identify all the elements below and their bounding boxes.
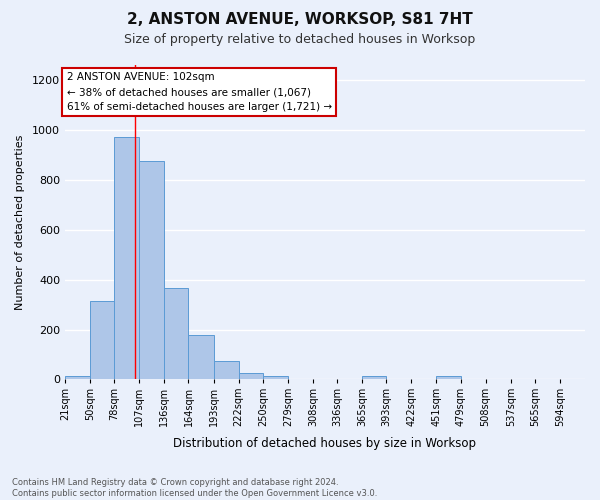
X-axis label: Distribution of detached houses by size in Worksop: Distribution of detached houses by size …	[173, 437, 476, 450]
Y-axis label: Number of detached properties: Number of detached properties	[15, 134, 25, 310]
Bar	[90, 301, 114, 380]
Bar	[214, 360, 239, 380]
Text: 2, ANSTON AVENUE, WORKSOP, S81 7HT: 2, ANSTON AVENUE, WORKSOP, S81 7HT	[127, 12, 473, 28]
Text: 2 ANSTON AVENUE: 102sqm
← 38% of detached houses are smaller (1,067)
61% of semi: 2 ANSTON AVENUE: 102sqm ← 38% of detache…	[67, 72, 332, 112]
Text: Size of property relative to detached houses in Worksop: Size of property relative to detached ho…	[124, 32, 476, 46]
Text: Contains HM Land Registry data © Crown copyright and database right 2024.
Contai: Contains HM Land Registry data © Crown c…	[12, 478, 377, 498]
Bar	[114, 138, 139, 380]
Bar	[263, 376, 288, 380]
Bar	[139, 161, 164, 380]
Bar	[65, 376, 90, 380]
Bar	[188, 334, 214, 380]
Bar	[436, 376, 461, 380]
Bar	[164, 288, 188, 380]
Bar	[362, 376, 386, 380]
Bar	[239, 373, 263, 380]
